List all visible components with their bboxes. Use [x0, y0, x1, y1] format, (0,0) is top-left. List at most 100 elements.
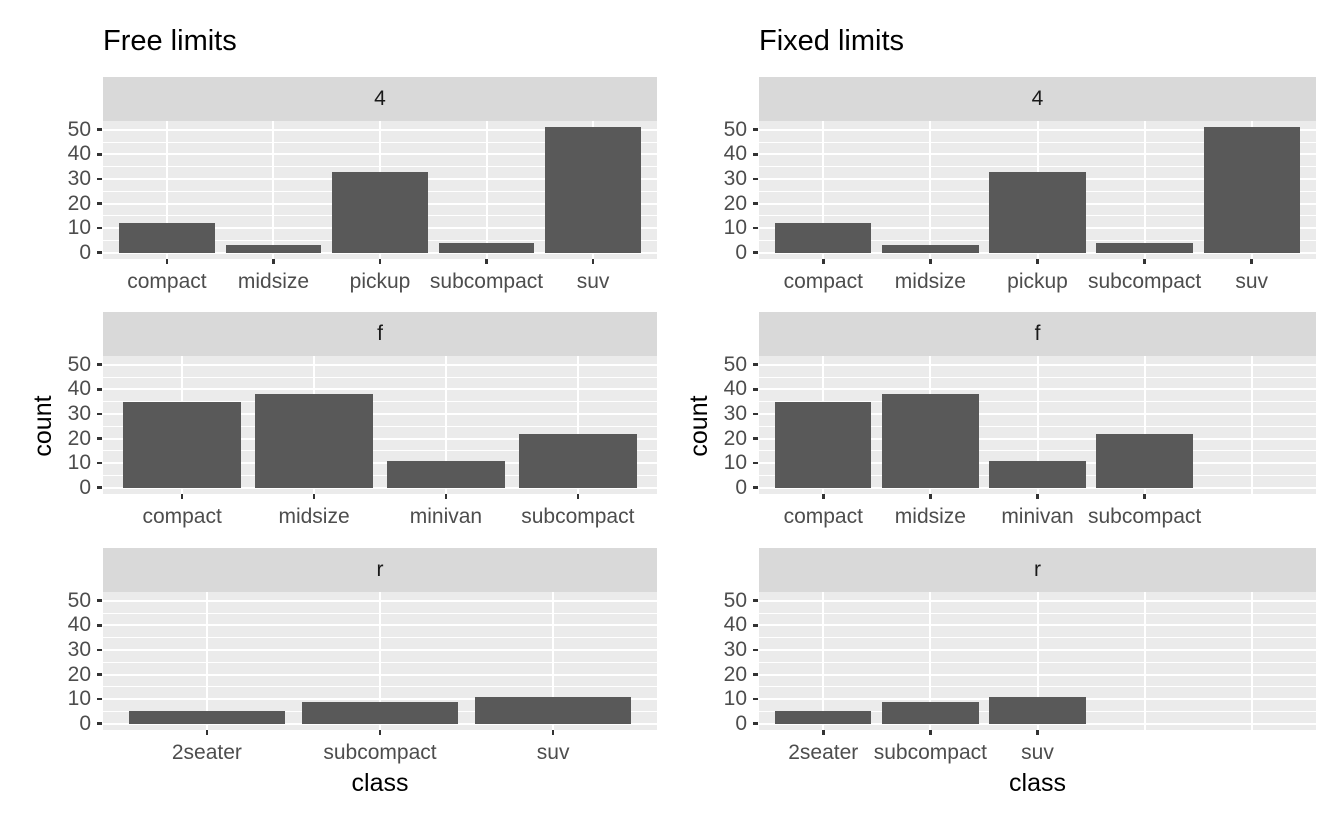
y-tick — [753, 486, 758, 489]
y-tick — [97, 437, 102, 440]
y-tick — [97, 251, 102, 254]
y-tick — [97, 202, 102, 205]
y-tick — [97, 486, 102, 489]
y-tick — [753, 177, 758, 181]
y-tick-label: 40 — [723, 613, 747, 637]
facet-strip-label: r — [376, 558, 384, 581]
gridline-major-y — [103, 462, 657, 465]
x-tick — [444, 494, 448, 499]
x-tick-label: suv — [576, 270, 610, 293]
x-tick-label: pickup — [1007, 270, 1068, 293]
facet-strip — [103, 77, 657, 121]
bar — [989, 171, 1086, 253]
y-tick — [97, 363, 102, 366]
x-tick-label: suv — [536, 741, 570, 764]
y-tick-label: 0 — [735, 711, 747, 735]
gridline-major-x — [1250, 592, 1253, 730]
gridline-major-x — [1250, 356, 1253, 494]
y-tick-label: 50 — [67, 117, 91, 141]
bar — [775, 223, 872, 253]
y-tick-label: 40 — [67, 142, 91, 166]
x-tick-label: subcompact — [1087, 505, 1202, 528]
gridline-major-x — [379, 592, 381, 730]
x-tick-label: suv — [1021, 741, 1054, 764]
gridline-major-y — [759, 624, 1316, 627]
facet-strip — [759, 312, 1316, 356]
y-tick — [97, 153, 102, 156]
y-tick — [753, 437, 758, 440]
y-tick — [97, 177, 102, 181]
gridline-major-x — [1143, 121, 1146, 259]
bar — [882, 394, 979, 488]
x-tick-label: compact — [127, 270, 207, 293]
gridline-major-y — [759, 363, 1316, 366]
y-tick — [753, 673, 758, 676]
y-tick — [97, 412, 102, 416]
x-tick-label: subcompact — [521, 505, 635, 528]
y-tick — [753, 697, 758, 701]
facet-strip — [103, 548, 657, 592]
y-tick — [753, 153, 758, 156]
x-tick-label: midsize — [278, 505, 350, 528]
y-tick-label: 30 — [67, 401, 91, 425]
gridline-major-y — [759, 437, 1316, 440]
x-tick — [929, 259, 932, 264]
facet-strip — [759, 77, 1316, 121]
gridline-major-y — [103, 388, 657, 391]
y-tick-label: 0 — [735, 475, 747, 499]
gridline-major-y — [759, 128, 1316, 131]
bar — [1096, 242, 1193, 253]
gridline-major-y — [759, 673, 1316, 676]
x-tick-label: compact — [783, 505, 863, 528]
y-tick-label: 30 — [723, 166, 747, 190]
panel — [759, 592, 1316, 730]
gridline-major-y — [103, 599, 657, 602]
bar — [882, 701, 979, 724]
x-tick — [576, 494, 580, 499]
gridline-major-y — [103, 412, 657, 415]
gridline-major-x — [205, 592, 208, 730]
y-tick-label: 20 — [67, 191, 91, 215]
panel — [103, 356, 657, 494]
x-tick — [180, 494, 184, 499]
facet-strip — [103, 312, 657, 356]
x-tick-label: compact — [783, 270, 863, 293]
x-tick-label: midsize — [237, 270, 310, 293]
gridline-major-y — [103, 363, 657, 366]
x-tick-label: subcompact — [429, 270, 544, 293]
y-tick-label: 30 — [67, 166, 91, 190]
x-tick — [1036, 259, 1039, 264]
bar — [1096, 433, 1193, 488]
bar — [989, 696, 1086, 724]
gridline-major-y — [759, 153, 1316, 156]
y-tick-label: 0 — [735, 240, 747, 264]
x-tick-label: 2seater — [171, 741, 242, 764]
gridline-major-x — [1143, 592, 1146, 730]
y-tick-label: 50 — [723, 117, 747, 141]
x-tick — [822, 494, 825, 499]
bar — [775, 711, 872, 724]
y-tick-label: 10 — [723, 687, 747, 711]
x-tick — [378, 730, 382, 735]
gridline-major-y — [759, 599, 1316, 602]
y-tick — [753, 412, 758, 416]
x-axis-title: class — [351, 769, 409, 797]
facet-strip-label: 4 — [374, 87, 386, 110]
y-tick-label: 50 — [67, 588, 91, 612]
gridline-major-x — [1143, 356, 1146, 494]
y-tick — [753, 202, 758, 205]
bar — [518, 433, 638, 488]
gridline-major-x — [822, 592, 825, 730]
y-tick-label: 20 — [67, 426, 91, 450]
gridline-major-x — [576, 356, 579, 494]
gridline-major-y — [103, 624, 657, 627]
x-tick — [1036, 730, 1039, 735]
facet-strip-label: f — [1034, 322, 1041, 345]
plot-title: Fixed limits — [759, 25, 905, 57]
x-tick — [205, 730, 209, 735]
x-tick-label: subcompact — [1087, 270, 1202, 293]
gridline-major-x — [485, 121, 488, 259]
y-tick — [753, 722, 758, 725]
gridline-minor-y — [103, 450, 657, 452]
